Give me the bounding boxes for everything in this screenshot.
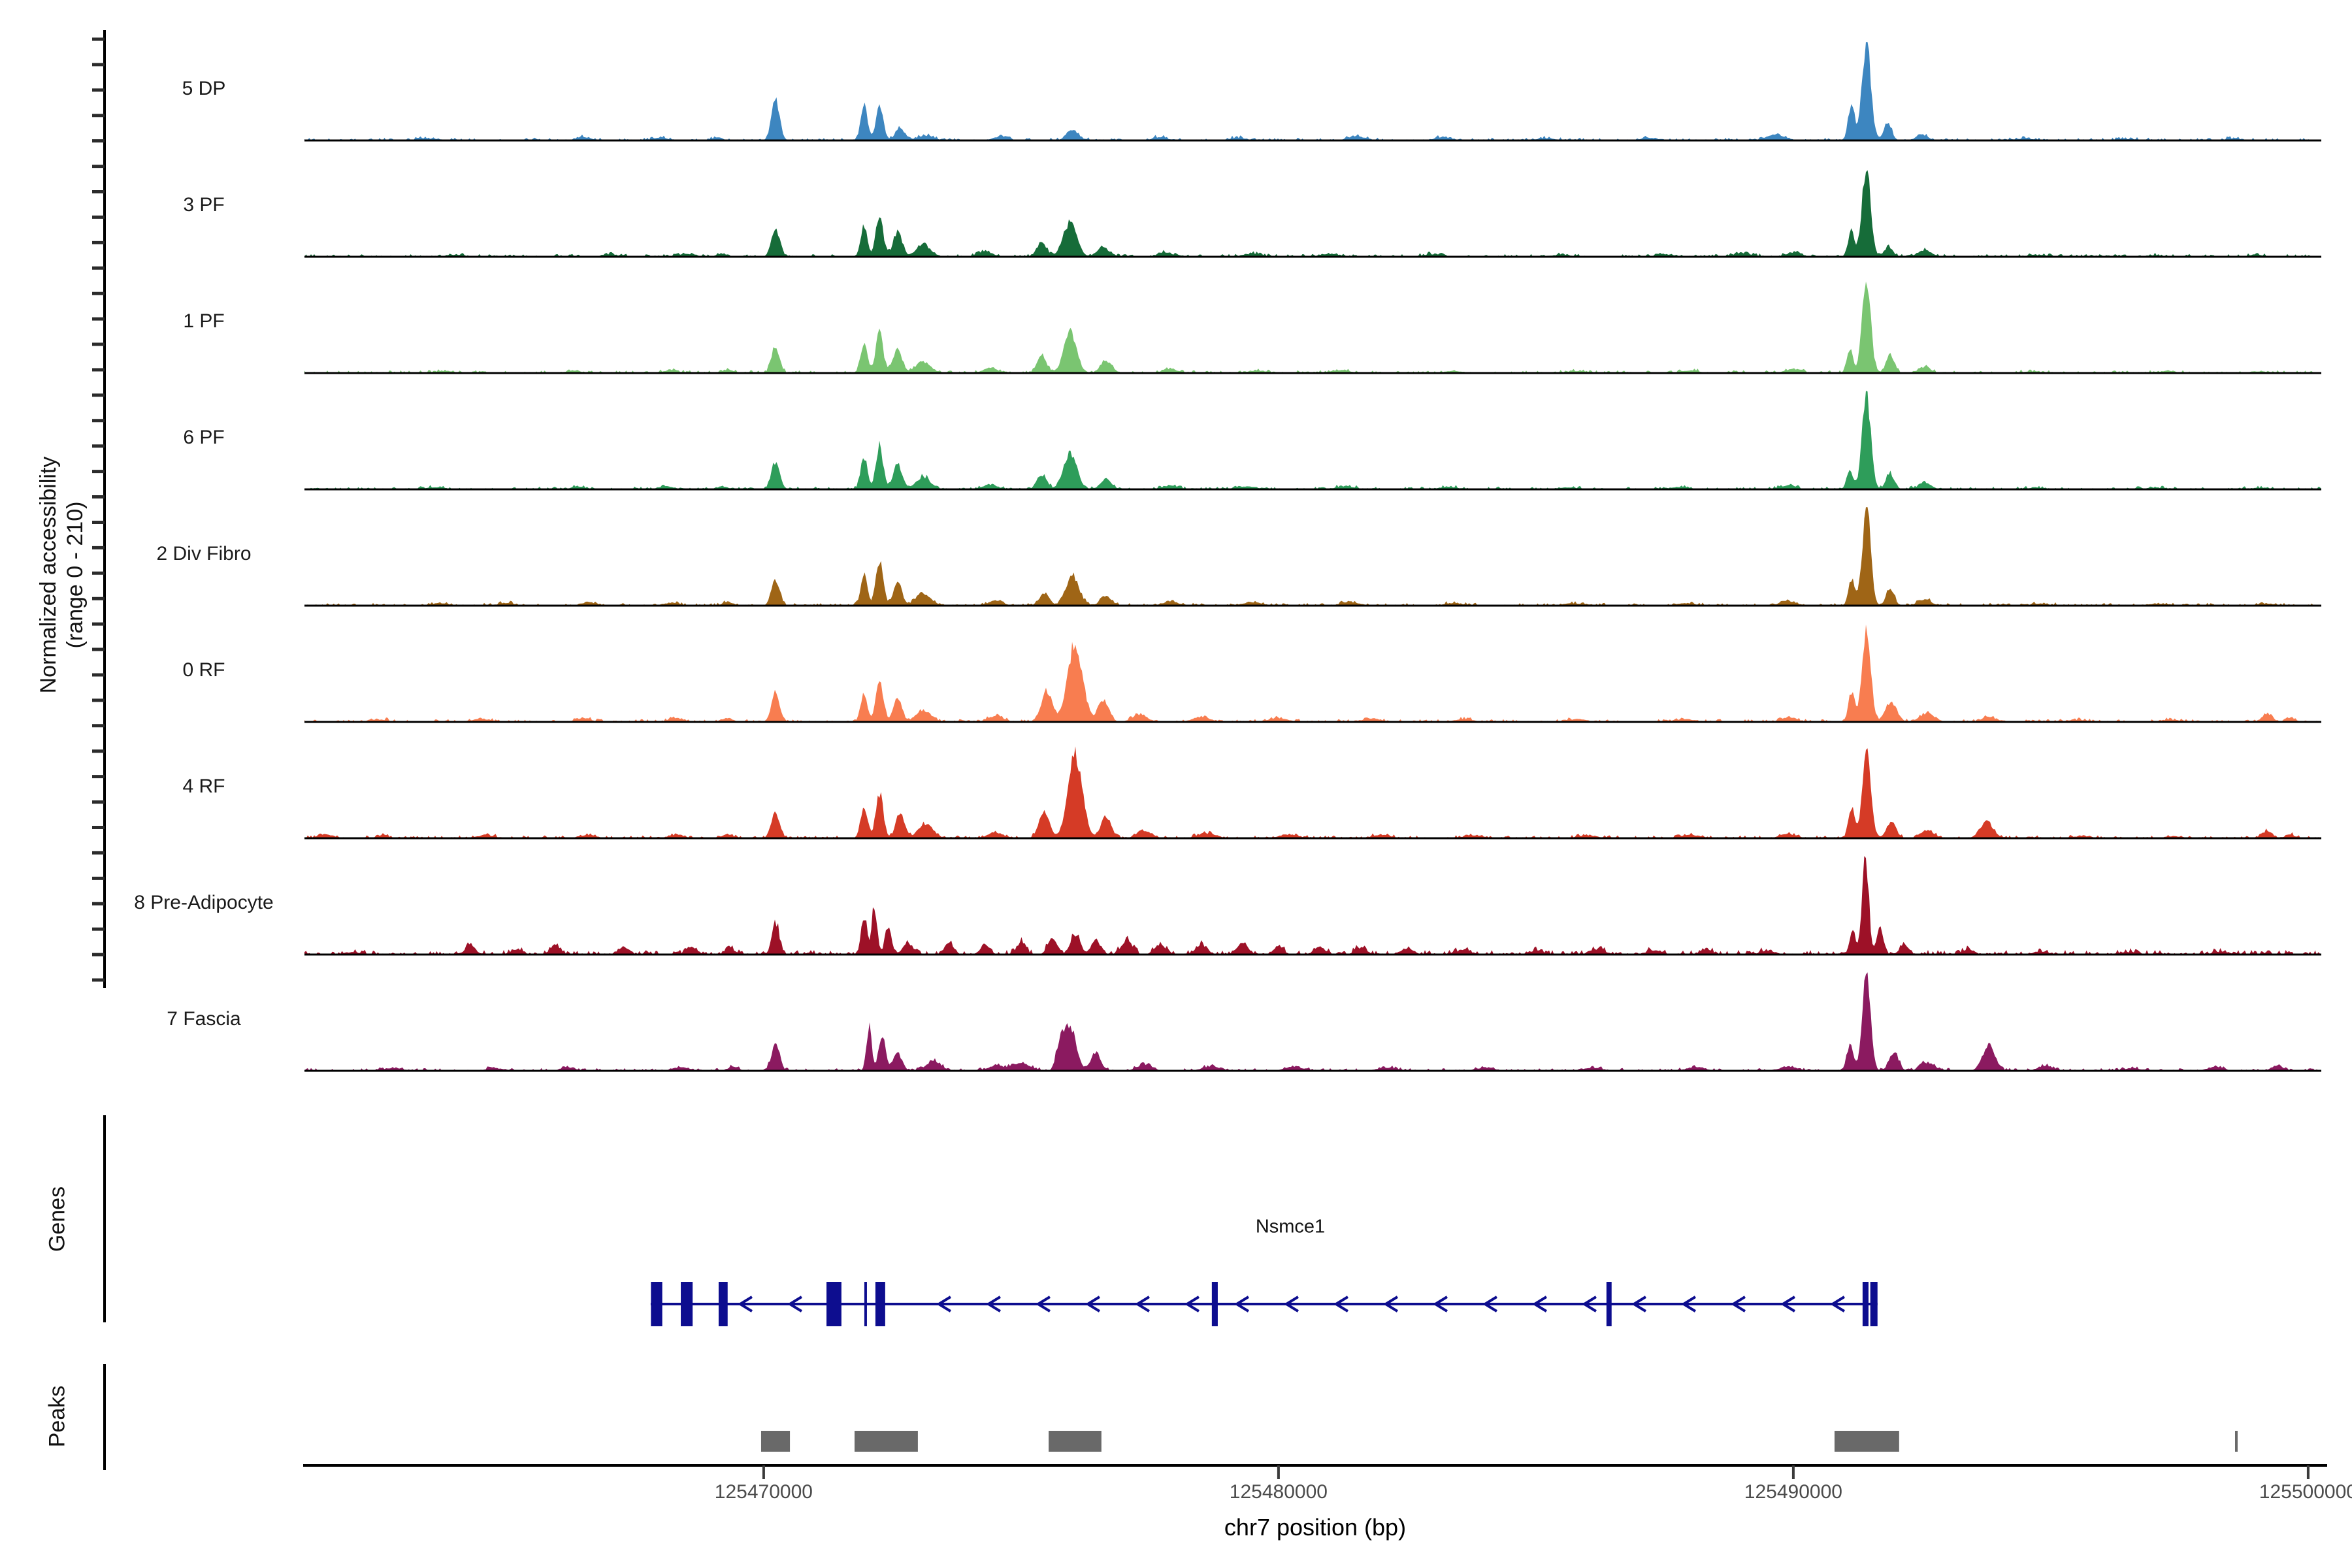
gene-exon xyxy=(875,1282,885,1326)
x-axis-title: chr7 position (bp) xyxy=(1224,1514,1407,1541)
gene-strand-arrow-icon xyxy=(936,1296,951,1313)
gene-strand-arrow-icon xyxy=(1482,1296,1497,1313)
gene-strand-arrow-icon xyxy=(738,1296,753,1313)
y-axis-label-line1: Normalized accessibility xyxy=(36,456,61,694)
gene-strand-arrow-icon xyxy=(986,1296,1001,1313)
track-label: 0 RF xyxy=(182,659,225,681)
gene-strand-arrow-icon xyxy=(1184,1296,1200,1313)
gene-strand-arrow-icon xyxy=(1830,1296,1845,1313)
gene-strand-arrow-icon xyxy=(1731,1296,1746,1313)
gene-exon xyxy=(1870,1282,1878,1326)
gene-exon xyxy=(681,1282,693,1326)
peak-interval xyxy=(854,1431,918,1452)
coverage-signal-4 xyxy=(304,507,2321,606)
gene-name-label: Nsmce1 xyxy=(1255,1216,1326,1237)
gene-strand-arrow-icon xyxy=(1333,1296,1348,1313)
gene-strand-arrow-icon xyxy=(1433,1296,1448,1313)
gene-strand-arrow-icon xyxy=(1234,1296,1249,1313)
gene-exon xyxy=(1211,1282,1218,1326)
y-axis-label: Normalized accessibility (range 0 - 210) xyxy=(35,457,89,694)
gene-exon xyxy=(826,1282,841,1326)
gene-strand-arrow-icon xyxy=(1681,1296,1696,1313)
track-label: 3 PF xyxy=(183,194,225,216)
gene-strand-arrow-icon xyxy=(1383,1296,1398,1313)
peak-interval xyxy=(1834,1431,1899,1452)
gene-strand-arrow-icon xyxy=(1085,1296,1100,1313)
y-axis-label-line2: (range 0 - 210) xyxy=(63,501,88,649)
gene-strand-arrow-icon xyxy=(1582,1296,1597,1313)
gene-strand-arrow-icon xyxy=(1135,1296,1150,1313)
coverage-signal-2 xyxy=(304,282,2321,373)
gene-exon xyxy=(1862,1282,1869,1326)
coverage-signal-3 xyxy=(304,391,2321,489)
coverage-signal-6 xyxy=(304,746,2321,838)
track-label: 7 Fascia xyxy=(167,1008,241,1030)
genes-track-label: Genes xyxy=(44,1186,70,1252)
coverage-signal-0 xyxy=(304,42,2321,140)
x-tick-label: 125470000 xyxy=(714,1481,813,1503)
gene-exon xyxy=(1606,1282,1612,1326)
track-label: 2 Div Fibro xyxy=(156,543,252,564)
gene-exon xyxy=(718,1282,728,1326)
coverage-signal-7 xyxy=(304,856,2321,955)
gene-exon xyxy=(864,1282,867,1326)
x-tick-label: 125480000 xyxy=(1229,1481,1328,1503)
peak-interval xyxy=(2235,1431,2238,1452)
gene-strand-arrow-icon xyxy=(1631,1296,1646,1313)
gene-strand-arrow-icon xyxy=(1780,1296,1795,1313)
track-label: 6 PF xyxy=(183,427,225,448)
coverage-signal-1 xyxy=(304,170,2321,257)
peak-interval xyxy=(1049,1431,1102,1452)
gene-strand-arrow-icon xyxy=(787,1296,802,1313)
gene-exon xyxy=(651,1282,662,1326)
peaks-track-label: Peaks xyxy=(44,1385,70,1448)
coverage-signal-8 xyxy=(304,972,2321,1071)
gene-strand-arrow-icon xyxy=(1284,1296,1299,1313)
coverage-signal-5 xyxy=(304,625,2321,722)
track-label: 1 PF xyxy=(183,310,225,332)
track-label: 8 Pre-Adipocyte xyxy=(134,892,274,913)
peak-interval xyxy=(760,1431,791,1452)
x-tick-label: 125500000 xyxy=(2259,1481,2352,1503)
track-label: 5 DP xyxy=(182,78,226,99)
track-label: 4 RF xyxy=(182,776,225,797)
gene-strand-arrow-icon xyxy=(1532,1296,1547,1313)
x-tick-label: 125490000 xyxy=(1744,1481,1842,1503)
gene-strand-arrow-icon xyxy=(1036,1296,1051,1313)
